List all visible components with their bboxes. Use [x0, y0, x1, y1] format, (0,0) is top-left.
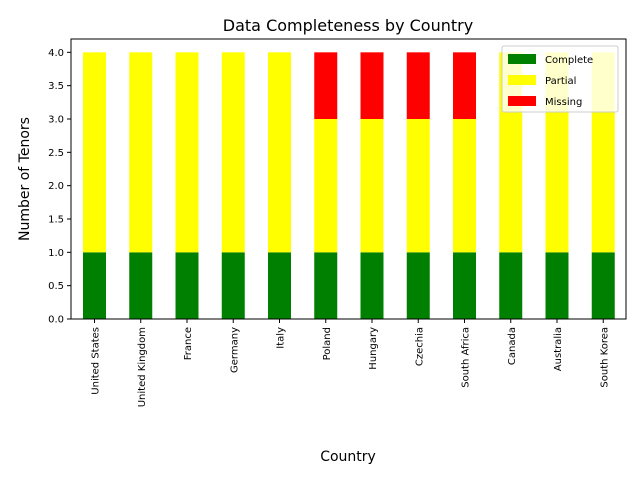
y-tick-label: 3.0	[48, 115, 64, 126]
bar-partial-0	[83, 52, 106, 253]
x-tick-label: United States	[91, 327, 102, 395]
y-tick-label: 1.5	[48, 215, 64, 226]
legend-swatch-partial	[508, 75, 536, 85]
bar-partial-5	[314, 119, 338, 253]
x-tick-label: United Kingdom	[137, 327, 148, 407]
bar-complete-5	[314, 252, 338, 319]
chart-title: Data Completeness by Country	[223, 16, 473, 35]
bar-partial-7	[406, 119, 430, 253]
bar-complete-2	[175, 252, 199, 319]
x-tick-label: France	[183, 327, 194, 360]
legend-swatch-complete	[508, 54, 536, 64]
y-tick-label: 1.0	[48, 248, 64, 259]
y-tick-label: 0.5	[48, 281, 64, 292]
x-tick-label: Czechia	[414, 327, 425, 366]
y-tick-label: 3.5	[48, 81, 64, 92]
y-tick-label: 2.0	[48, 181, 64, 192]
x-tick-label: Germany	[229, 327, 240, 373]
y-tick-label: 0.0	[48, 315, 64, 326]
bar-missing-7	[406, 52, 430, 120]
bar-complete-6	[360, 252, 384, 319]
x-tick-label: South Korea	[599, 327, 610, 388]
x-tick-label: Australia	[553, 327, 564, 371]
legend-swatch-missing	[508, 96, 536, 106]
bar-complete-8	[453, 252, 476, 319]
bar-complete-9	[499, 252, 523, 319]
bar-complete-4	[268, 252, 291, 319]
y-tick-label: 4.0	[48, 48, 64, 59]
legend: Complete Partial Missing	[501, 45, 619, 113]
legend-label-complete: Complete	[545, 55, 593, 66]
plot-frame	[70, 38, 627, 320]
x-tick-label: Hungary	[368, 327, 379, 370]
x-tick-label: Canada	[507, 327, 518, 365]
bar-complete-0	[83, 252, 106, 319]
x-axis-title: Country	[320, 449, 376, 465]
y-axis-title: Number of Tenors	[17, 117, 33, 241]
x-tick-label: Poland	[322, 327, 333, 360]
y-axis-ticks: 0.0 0.5 1.0 1.5 2.0 2.5 3.0 3.5 4.0	[48, 48, 71, 326]
x-tick-label: South Africa	[461, 327, 472, 388]
bar-partial-3	[221, 52, 245, 253]
y-tick-label: 2.5	[48, 148, 64, 159]
legend-label-missing: Missing	[545, 97, 582, 108]
bar-partial-1	[129, 52, 153, 253]
bar-missing-6	[360, 52, 384, 120]
bar-missing-8	[453, 52, 476, 120]
bar-missing-5	[314, 52, 338, 120]
x-axis-ticks: United States United Kingdom France Germany…	[91, 319, 610, 407]
bar-partial-4	[268, 52, 291, 253]
bar-complete-1	[129, 252, 153, 319]
bar-complete-11	[591, 252, 615, 319]
bar-partial-2	[175, 52, 199, 253]
bar-complete-7	[406, 252, 430, 319]
legend-label-partial: Partial	[545, 76, 576, 87]
bar-partial-6	[360, 119, 384, 253]
bar-complete-3	[221, 252, 245, 319]
bar-partial-8	[453, 119, 476, 253]
x-tick-label: Italy	[276, 327, 287, 349]
bar-complete-10	[545, 252, 569, 319]
